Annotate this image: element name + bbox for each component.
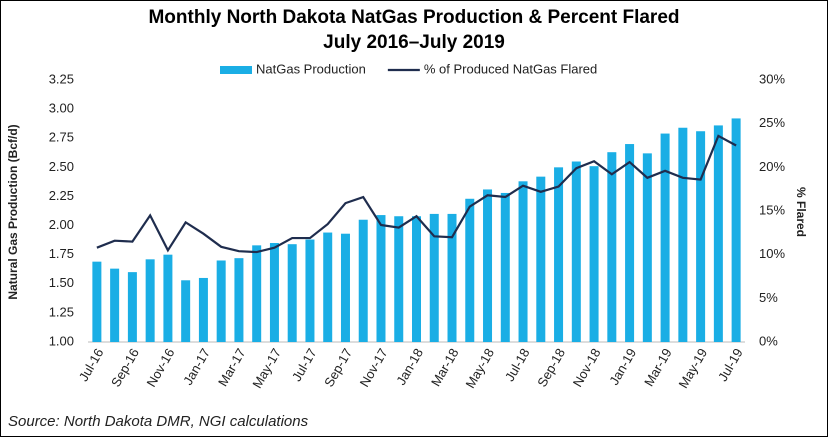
y2-tick-label: 25% <box>759 115 785 130</box>
legend-swatch <box>220 66 252 74</box>
bar <box>394 216 404 342</box>
bar <box>447 213 457 342</box>
bar <box>642 153 652 342</box>
y-axis-title: Natural Gas Production (Bcf/d) <box>6 124 20 299</box>
bar <box>465 198 475 342</box>
bar <box>92 261 102 342</box>
bar <box>571 161 581 342</box>
y2-tick-label: 10% <box>759 246 785 261</box>
bar <box>181 280 191 342</box>
bar <box>696 131 706 342</box>
bar <box>323 232 333 342</box>
y2-tick-label: 20% <box>759 159 785 174</box>
bar <box>731 118 741 342</box>
y2-tick-label: 0% <box>759 333 778 348</box>
y-tick-label: 3.00 <box>49 101 74 116</box>
chart-subtitle: July 2016–July 2019 <box>323 32 505 53</box>
bar <box>305 239 315 342</box>
bar <box>269 243 279 342</box>
bar <box>554 167 564 342</box>
bar <box>340 233 350 342</box>
y-tick-label: 2.75 <box>49 130 74 145</box>
bar <box>127 272 137 342</box>
bar <box>358 219 368 342</box>
line <box>96 134 737 254</box>
y-tick-label: 1.00 <box>49 333 74 348</box>
bar <box>483 189 493 342</box>
bar <box>660 133 670 342</box>
y-tick-label: 1.25 <box>49 304 74 319</box>
bar <box>500 192 510 342</box>
bar <box>216 260 226 342</box>
source-note: Source: North Dakota DMR, NGI calculatio… <box>8 413 309 430</box>
y-tick-label: 1.50 <box>49 275 74 290</box>
bar <box>145 259 155 342</box>
bar <box>234 258 244 342</box>
bar <box>678 127 688 343</box>
y-tick-label: 2.50 <box>49 159 74 174</box>
chart-title: Monthly North Dakota NatGas Production &… <box>148 7 679 28</box>
bar <box>110 268 120 342</box>
y-tick-label: 3.25 <box>49 71 74 86</box>
bar <box>589 166 599 342</box>
y2-tick-label: 15% <box>759 202 785 217</box>
bar <box>713 125 723 342</box>
legend-label: % of Produced NatGas Flared <box>424 61 597 76</box>
y-tick-label: 2.00 <box>49 217 74 232</box>
y-tick-label: 2.25 <box>49 188 74 203</box>
bar <box>625 144 635 342</box>
y2-tick-label: 30% <box>759 71 785 86</box>
bar <box>163 254 173 342</box>
bar <box>376 215 386 342</box>
bar <box>536 176 546 342</box>
bar <box>429 213 439 342</box>
legend-label: NatGas Production <box>256 61 366 76</box>
bar <box>412 216 421 342</box>
y2-axis-title: % Flared <box>794 187 808 237</box>
bar <box>198 277 208 342</box>
bar <box>518 181 528 342</box>
bar <box>287 244 297 342</box>
y-tick-label: 1.75 <box>49 246 74 261</box>
bar <box>607 152 617 342</box>
y2-tick-label: 5% <box>759 290 778 305</box>
bar <box>252 245 262 342</box>
